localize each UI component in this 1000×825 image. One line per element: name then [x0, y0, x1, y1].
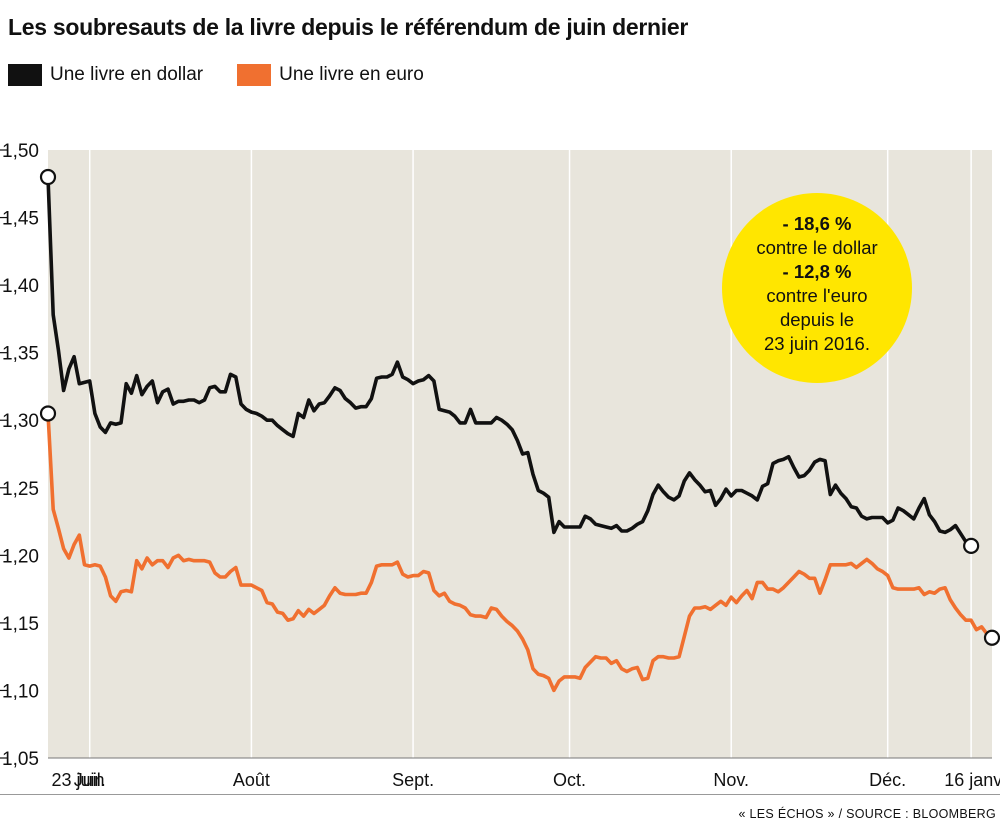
annotation-line-4: depuis le — [780, 309, 854, 330]
legend-label-dollar: Une livre en dollar — [50, 64, 204, 85]
footer-divider — [0, 794, 1000, 795]
series-line-1 — [46, 411, 994, 693]
x-tick-label-7: 16 janv. — [944, 770, 1000, 790]
x-tick-label-1: Juil. — [74, 770, 106, 790]
annotation-line-2: - 12,8 % — [783, 261, 852, 282]
y-tick-label-1: 1,10 — [2, 681, 39, 702]
legend: Une livre en dollar Une livre en euro — [8, 64, 458, 86]
y-tick-label-8: 1,45 — [2, 209, 39, 230]
series-line-0 — [46, 175, 973, 548]
y-tick-label-9: 1,50 — [2, 141, 39, 162]
annotation-line-5: 23 juin 2016. — [764, 333, 870, 354]
legend-label-euro: Une livre en euro — [279, 64, 424, 85]
legend-swatch-dollar — [8, 64, 42, 86]
y-tick-label-0: 1,05 — [2, 749, 39, 770]
y-tick-label-6: 1,35 — [2, 344, 39, 365]
chart-title: Les soubresauts de la livre depuis le ré… — [8, 14, 688, 40]
legend-item-euro: Une livre en euro — [237, 64, 424, 86]
series-start-marker-1 — [39, 405, 57, 422]
annotation-bubble — [722, 193, 912, 383]
x-tick-label-3: Sept. — [392, 770, 434, 790]
series-start-marker-0 — [39, 168, 57, 186]
legend-item-dollar: Une livre en dollar — [8, 64, 203, 86]
y-tick-label-2: 1,15 — [2, 614, 39, 635]
x-tick-label-0: 23 juin — [51, 770, 104, 790]
series-end-marker-1 — [983, 629, 1000, 646]
x-tick-label-6: Déc. — [869, 770, 906, 790]
series-end-marker-0 — [963, 537, 980, 554]
y-tick-label-5: 1,30 — [2, 411, 39, 432]
annotation-line-1: contre le dollar — [756, 237, 877, 258]
x-tick-label-4: Oct. — [553, 770, 586, 790]
legend-swatch-euro — [237, 64, 272, 86]
annotation-line-0: - 18,6 % — [783, 213, 852, 234]
x-tick-label-2: Août — [233, 770, 270, 790]
y-tick-label-3: 1,20 — [2, 546, 39, 567]
annotation-line-3: contre l'euro — [766, 285, 867, 306]
y-tick-label-7: 1,40 — [2, 276, 39, 297]
y-tick-label-4: 1,25 — [2, 479, 39, 500]
source-credit: « LES ÉCHOS » / SOURCE : BLOOMBERG — [738, 807, 996, 821]
x-tick-label-5: Nov. — [713, 770, 749, 790]
